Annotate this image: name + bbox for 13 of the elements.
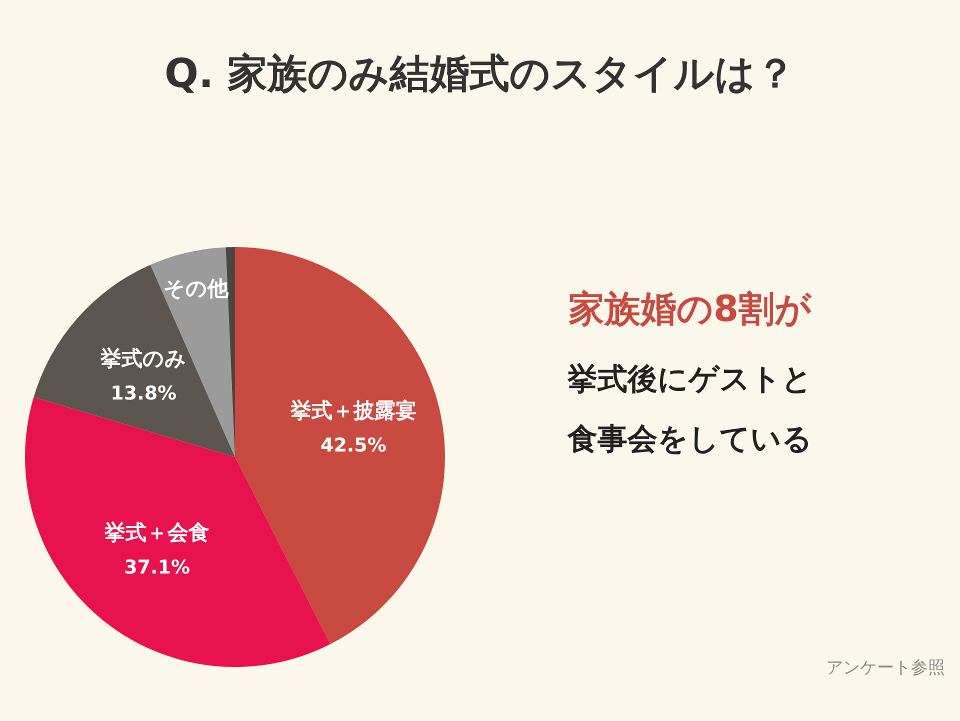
text: 家族婚の8割が (568, 289, 813, 330)
pie-slice (235, 247, 445, 644)
text: 挙式後にゲストと (566, 362, 812, 397)
data-label: 37.1% (124, 556, 190, 579)
pie-slice (34, 264, 235, 457)
chart-title: Q. 家族のみ結婚式のスタイルは？ (164, 51, 796, 97)
slice-label: 挙式＋披露宴 (289, 398, 416, 423)
slice-label: 挙式＋会食 (104, 520, 210, 545)
slice-label: 挙式のみ (100, 346, 187, 370)
data-label: 13.8% (110, 382, 177, 404)
text: 食事会をしている (566, 422, 812, 457)
data-label: 42.5% (320, 434, 386, 457)
text: アンケート参照 (826, 658, 945, 678)
